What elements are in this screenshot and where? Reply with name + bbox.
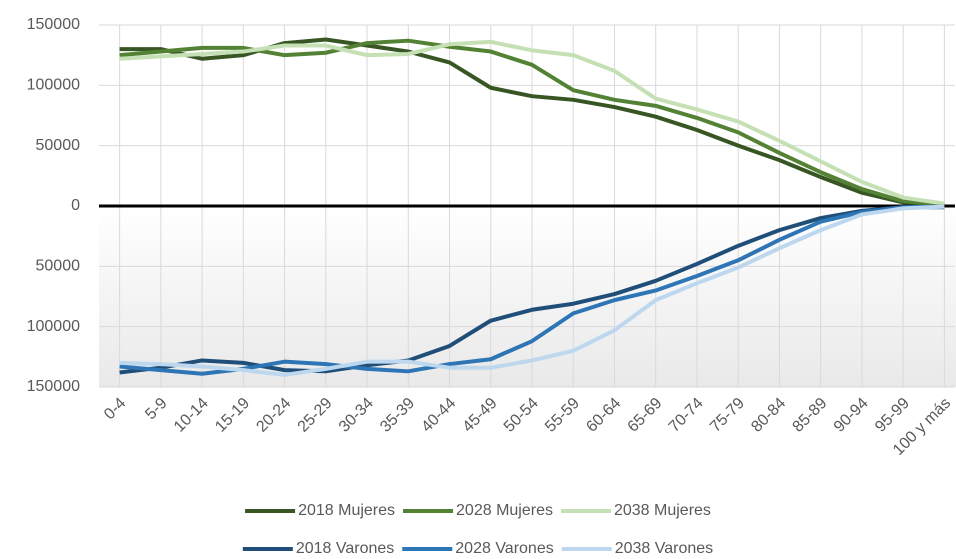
legend-label: 2018 Varones [296, 540, 394, 557]
y-tick-label: 150000 [27, 378, 80, 395]
legend-label: 2038 Mujeres [614, 502, 711, 519]
legend-label: 2038 Varones [615, 540, 713, 557]
x-tick-label: 65-69 [625, 395, 666, 436]
y-tick-label: 100000 [27, 77, 80, 94]
legend-label: 2018 Mujeres [298, 502, 395, 519]
x-tick-label: 85-89 [790, 395, 831, 436]
x-tick-label: 30-34 [336, 395, 377, 436]
x-tick-label: 0-4 [101, 395, 129, 423]
x-tick-label: 80-84 [748, 395, 789, 436]
y-tick-label: 100000 [27, 318, 80, 335]
y-tick-label: 50000 [36, 137, 81, 154]
x-tick-label: 75-79 [707, 395, 748, 436]
legend-row: 2018 Varones 2028 Varones 2038 Varones [242, 540, 713, 557]
y-tick-label: 50000 [36, 258, 81, 275]
series-line [119, 39, 945, 206]
x-tick-label: 60-64 [583, 395, 624, 436]
x-tick-label: 70-74 [666, 395, 707, 436]
y-tick-label: 150000 [27, 16, 80, 33]
x-tick-label: 20-24 [253, 395, 294, 436]
x-tick-label: 55-59 [542, 395, 583, 436]
series-line [119, 204, 945, 376]
x-tick-label: 35-39 [377, 395, 418, 436]
legend-label: 2028 Mujeres [456, 502, 553, 519]
legend-label: 2028 Varones [455, 540, 553, 557]
x-tick-label: 90-94 [831, 395, 872, 436]
x-tick-label: 10-14 [171, 395, 212, 436]
x-tick-label: 25-29 [295, 395, 336, 436]
x-tick-label: 50-54 [501, 395, 542, 436]
legend-row: 2018 Mujeres 2028 Mujeres 2038 Mujeres [245, 502, 711, 519]
x-tick-label: 15-19 [212, 395, 253, 436]
series-line [119, 204, 945, 377]
x-tick-label: 45-49 [460, 395, 501, 436]
plot-background [99, 206, 956, 387]
y-tick-label: 0 [71, 197, 80, 214]
x-tick-label: 40-44 [418, 395, 459, 436]
x-tick-label: 5-9 [142, 395, 170, 423]
